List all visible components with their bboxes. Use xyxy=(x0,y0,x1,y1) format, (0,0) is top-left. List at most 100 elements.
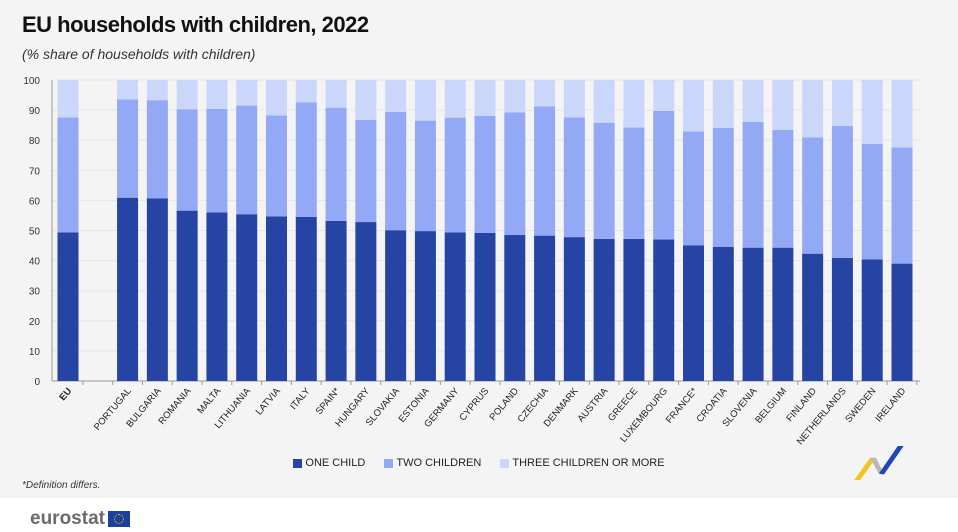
y-tick-label: 30 xyxy=(29,287,41,298)
bar-segment-two-children xyxy=(534,106,556,236)
x-tick-label: SWEDEN xyxy=(843,386,878,425)
x-tick-label: EU xyxy=(57,386,74,403)
bar-segment-two-children xyxy=(831,126,853,258)
x-tick-label: ITALY xyxy=(288,385,313,412)
bar-segment-one-child xyxy=(146,198,168,381)
y-tick-label: 50 xyxy=(29,227,41,238)
bar-segment-one-child xyxy=(742,247,764,381)
bar-segment-three-children-or-more xyxy=(861,80,883,144)
bar-segment-one-child xyxy=(355,222,377,381)
bar-segment-three-children-or-more xyxy=(504,80,526,113)
bar-segment-three-children-or-more xyxy=(57,80,79,118)
bar-segment-one-child xyxy=(534,235,556,381)
bar-segment-one-child xyxy=(385,230,407,381)
bar-segment-two-children xyxy=(772,129,794,248)
bar-segment-three-children-or-more xyxy=(295,80,317,103)
bar-segment-one-child xyxy=(802,253,824,381)
legend-label: THREE CHILDREN OR MORE xyxy=(512,457,665,469)
y-tick-label: 0 xyxy=(34,377,40,388)
bar-segment-one-child xyxy=(295,216,317,381)
bar-segment-one-child xyxy=(206,212,228,381)
bar-segment-three-children-or-more xyxy=(236,80,258,106)
bar-segment-three-children-or-more xyxy=(414,80,436,121)
bar-segment-three-children-or-more xyxy=(802,80,824,138)
bar-segment-three-children-or-more xyxy=(266,80,287,116)
legend-label: TWO CHILDREN xyxy=(396,457,482,469)
y-tick-label: 10 xyxy=(29,347,41,358)
bar-segment-one-child xyxy=(891,263,913,381)
bar-segment-two-children xyxy=(563,117,585,238)
legend-label: ONE CHILD xyxy=(305,457,366,469)
bar-segment-two-children xyxy=(385,111,407,231)
bar-segment-one-child xyxy=(683,245,704,381)
footer xyxy=(0,446,958,532)
bar-segment-one-child xyxy=(474,232,496,381)
y-tick-label: 90 xyxy=(29,106,41,117)
x-tick-label: CYPRUS xyxy=(457,386,491,423)
chart-title: EU households with children, 2022 xyxy=(22,12,369,37)
x-tick-label: ROMANIA xyxy=(157,385,194,427)
bar-segment-three-children-or-more xyxy=(444,80,466,118)
y-tick-label: 100 xyxy=(23,76,40,87)
bar-segment-three-children-or-more xyxy=(534,80,556,107)
bar-segment-two-children xyxy=(176,109,198,211)
bar-segment-one-child xyxy=(266,216,287,381)
bar-segment-two-children xyxy=(504,112,526,236)
legend-item-two-children: TWO CHILDREN xyxy=(384,457,481,469)
y-tick-label: 70 xyxy=(29,166,41,177)
bar-segment-three-children-or-more xyxy=(831,80,853,127)
bar-segment-two-children xyxy=(802,137,824,254)
bar-segment-two-children xyxy=(414,120,436,232)
bar-segment-three-children-or-more xyxy=(653,80,675,112)
bar-segment-two-children xyxy=(653,111,675,240)
y-tick-label: 20 xyxy=(29,317,41,328)
bar-segment-two-children xyxy=(593,122,615,239)
bar-segment-three-children-or-more xyxy=(146,80,168,101)
x-tick-label: AUSTRIA xyxy=(576,385,611,424)
bar-segment-two-children xyxy=(891,147,913,264)
chart-subtitle: (% share of households with children) xyxy=(22,46,256,62)
bar-segment-three-children-or-more xyxy=(683,80,704,132)
x-tick-label: IRELAND xyxy=(873,386,908,425)
bar-segment-three-children-or-more xyxy=(355,80,377,120)
bar-segment-three-children-or-more xyxy=(593,80,615,123)
legend-item-three-children: THREE CHILDREN OR MORE xyxy=(500,457,665,469)
bar-segment-one-child xyxy=(831,257,853,381)
bar-segment-one-child xyxy=(444,232,466,381)
bar-segment-one-child xyxy=(414,231,436,381)
x-tick-label: MALTA xyxy=(195,385,223,416)
bar-segment-one-child xyxy=(712,246,734,381)
x-tick-label: BELGIUM xyxy=(753,386,789,426)
bar-segment-one-child xyxy=(772,247,794,381)
decorative-chevron-icon xyxy=(854,446,904,480)
bar-segment-two-children xyxy=(712,127,734,247)
bar-segment-three-children-or-more xyxy=(891,80,913,148)
bar-segment-three-children-or-more xyxy=(712,80,734,128)
bar-segment-one-child xyxy=(861,259,883,381)
bar-segment-two-children xyxy=(295,102,317,217)
eurostat-logo: eurostat xyxy=(30,508,130,530)
bar-segment-three-children-or-more xyxy=(742,80,764,122)
bar-segment-two-children xyxy=(623,127,645,239)
logo-text: eurostat xyxy=(30,508,105,529)
bar-segment-three-children-or-more xyxy=(772,80,794,130)
bar-segment-three-children-or-more xyxy=(206,80,228,109)
bar-segment-one-child xyxy=(593,238,615,381)
bar-segment-one-child xyxy=(57,232,79,381)
x-tick-label: SPAIN* xyxy=(314,386,343,417)
bar-segment-two-children xyxy=(117,99,139,198)
bar-segment-two-children xyxy=(57,117,79,233)
bar-segment-one-child xyxy=(563,237,585,381)
x-tick-label: LATVIA xyxy=(254,385,283,417)
bar-segment-two-children xyxy=(683,131,704,246)
y-tick-label: 80 xyxy=(29,136,41,147)
bar-segment-one-child xyxy=(325,220,347,381)
bar-segment-two-children xyxy=(206,108,228,213)
bar-segment-three-children-or-more xyxy=(325,80,347,108)
bar-segment-three-children-or-more xyxy=(623,80,645,128)
bar-segment-two-children xyxy=(146,100,168,199)
bar-segment-two-children xyxy=(266,115,287,217)
y-tick-label: 60 xyxy=(29,196,41,207)
bar-segment-one-child xyxy=(117,197,139,381)
